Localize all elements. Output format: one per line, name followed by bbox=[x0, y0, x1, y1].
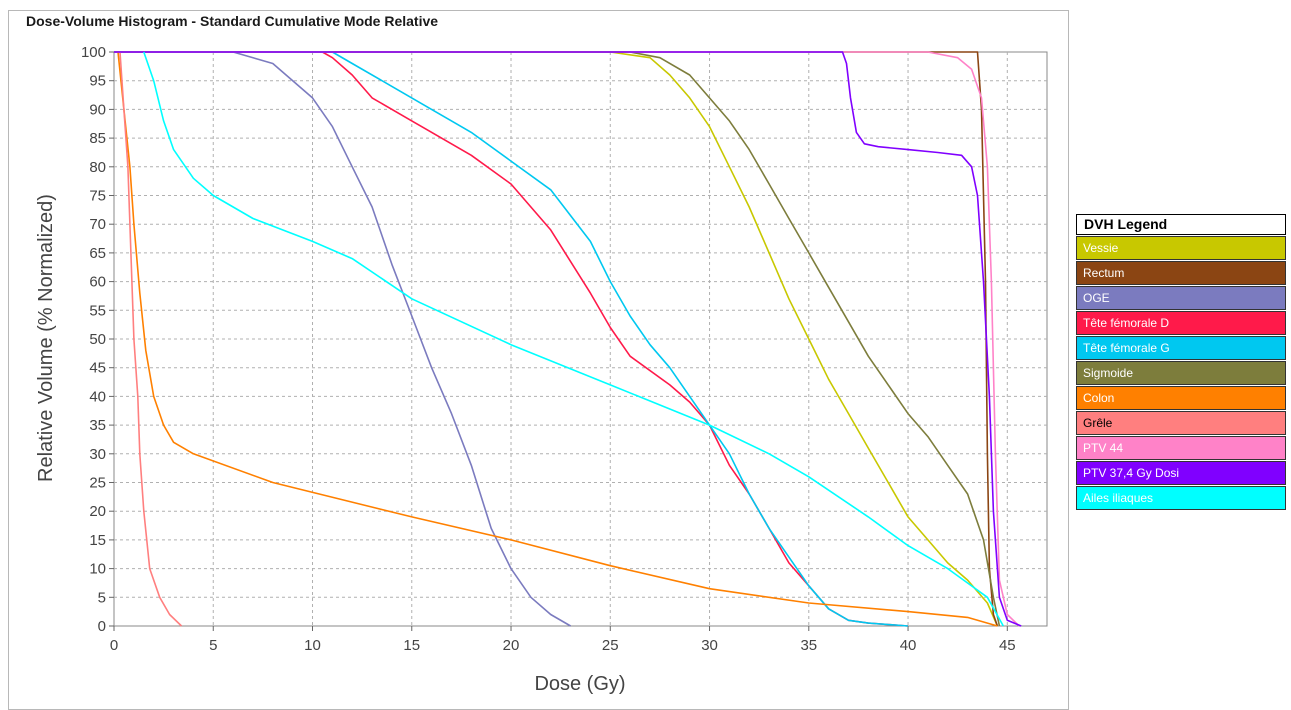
x-tick-label: 0 bbox=[110, 637, 118, 654]
y-tick-label: 55 bbox=[89, 302, 106, 319]
panel-title: Dose-Volume Histogram - Standard Cumulat… bbox=[23, 13, 442, 29]
dvh-chart: 0510152025303540455055606570758085909510… bbox=[35, 44, 1048, 695]
y-tick-label: 75 bbox=[89, 188, 106, 205]
x-tick-label: 25 bbox=[602, 637, 619, 654]
y-tick-label: 15 bbox=[89, 532, 106, 549]
y-tick-label: 50 bbox=[89, 331, 106, 348]
y-tick-label: 65 bbox=[89, 245, 106, 262]
series-line-vessie bbox=[114, 51, 999, 627]
legend-item: Rectum bbox=[1076, 261, 1286, 285]
legend-item: Vessie bbox=[1076, 236, 1286, 260]
legend-item: PTV 44 bbox=[1076, 436, 1286, 460]
series-lines bbox=[114, 51, 1022, 627]
x-tick-label: 40 bbox=[900, 637, 917, 654]
y-tick-label: 85 bbox=[89, 130, 106, 147]
y-tick-label: 45 bbox=[89, 360, 106, 377]
legend-items: Vessie Rectum OGE Tête fémorale D Tête fémor… bbox=[1076, 236, 1286, 510]
y-tick-label: 25 bbox=[89, 475, 106, 492]
legend-item: Grêle bbox=[1076, 411, 1286, 435]
legend-item: OGE bbox=[1076, 286, 1286, 310]
y-tick-label: 20 bbox=[89, 503, 106, 520]
y-tick-label: 80 bbox=[89, 159, 106, 176]
series-line-gr-le bbox=[119, 51, 183, 627]
legend-title: DVH Legend bbox=[1076, 214, 1286, 235]
series-line-colon bbox=[117, 51, 998, 627]
series-line-sigmoide bbox=[114, 51, 1001, 627]
x-tick-label: 5 bbox=[209, 637, 217, 654]
legend-item: Tête fémorale D bbox=[1076, 311, 1286, 335]
y-tick-label: 70 bbox=[89, 216, 106, 233]
x-tick-label: 10 bbox=[304, 637, 321, 654]
legend-item: Ailes iliaques bbox=[1076, 486, 1286, 510]
axes: 0510152025303540455055606570758085909510… bbox=[81, 44, 1016, 654]
grid bbox=[113, 51, 1048, 627]
x-tick-label: 30 bbox=[701, 637, 718, 654]
series-line-t-te-f-morale-g bbox=[114, 51, 909, 627]
y-tick-label: 90 bbox=[89, 101, 106, 118]
x-axis-label: Dose (Gy) bbox=[534, 673, 625, 695]
y-tick-label: 10 bbox=[89, 561, 106, 578]
y-tick-label: 0 bbox=[98, 618, 106, 635]
y-tick-label: 30 bbox=[89, 446, 106, 463]
y-tick-label: 35 bbox=[89, 417, 106, 434]
y-axis-label: Relative Volume (% Normalized) bbox=[35, 194, 57, 482]
legend-item: Colon bbox=[1076, 386, 1286, 410]
x-tick-label: 15 bbox=[403, 637, 420, 654]
series-line-ptv-44 bbox=[114, 51, 1020, 627]
y-tick-label: 95 bbox=[89, 73, 106, 90]
y-tick-label: 40 bbox=[89, 388, 106, 405]
legend-item: Sigmoide bbox=[1076, 361, 1286, 385]
legend-item: Tête fémorale G bbox=[1076, 336, 1286, 360]
y-tick-label: 100 bbox=[81, 44, 106, 61]
series-line-ailes-iliaques bbox=[143, 51, 1004, 627]
dvh-legend: DVH Legend Vessie Rectum OGE Tête fémorale … bbox=[1076, 214, 1286, 510]
series-line-oge bbox=[114, 51, 572, 627]
x-tick-label: 35 bbox=[800, 637, 817, 654]
y-tick-label: 5 bbox=[98, 589, 106, 606]
x-tick-label: 45 bbox=[999, 637, 1016, 654]
series-line-ptv-37-4-gy-dosi bbox=[114, 51, 1022, 627]
x-tick-label: 20 bbox=[503, 637, 520, 654]
legend-item: PTV 37,4 Gy Dosi bbox=[1076, 461, 1286, 485]
y-tick-label: 60 bbox=[89, 274, 106, 291]
